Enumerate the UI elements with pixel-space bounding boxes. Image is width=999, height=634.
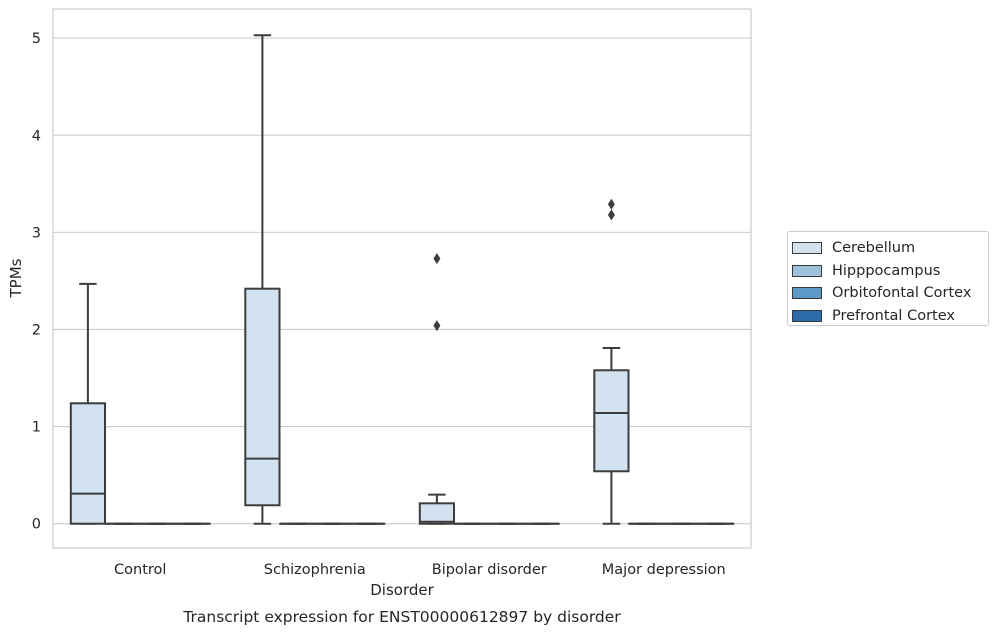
- box-iqr: [244, 287, 281, 507]
- legend-label: Prefrontal Cortex: [832, 307, 955, 324]
- outlier-point: [607, 198, 615, 210]
- y-tick-label: 2: [32, 322, 41, 338]
- box-iqr: [69, 402, 107, 525]
- box-iqr: [593, 369, 630, 473]
- box-cerebellum: [69, 282, 107, 525]
- legend-item: Cerebellum: [792, 237, 988, 260]
- outlier-point: [607, 209, 615, 221]
- legend-item: Orbitofontal Cortex: [792, 282, 988, 305]
- x-tick-label: Control: [114, 562, 166, 578]
- legend-swatch: [792, 264, 822, 277]
- x-axis-ticks: Control Schizophrenia Bipolar disorder Majo…: [114, 562, 726, 578]
- legend-item: Hipppocampus: [792, 260, 988, 283]
- plot-area: [52, 8, 752, 549]
- y-tick-label: 3: [32, 225, 41, 241]
- legend-label: Hipppocampus: [832, 262, 941, 279]
- box-cerebellum: [593, 198, 630, 525]
- legend: Cerebellum Hipppocampus Orbitofontal Corte…: [787, 231, 989, 326]
- x-tick-label: Major depression: [602, 562, 726, 578]
- y-axis-label: TPMs: [7, 258, 25, 298]
- legend-swatch: [792, 287, 822, 300]
- chart-title: Transcript expression for ENST0000061289…: [182, 608, 621, 626]
- box-iqr: [418, 502, 456, 525]
- box-series: [69, 34, 735, 525]
- box-cerebellum: [418, 253, 456, 525]
- outlier-point: [433, 320, 441, 332]
- legend-item: Prefrontal Cortex: [792, 305, 988, 328]
- legend-swatch: [792, 309, 822, 322]
- x-tick-label: Schizophrenia: [264, 562, 366, 578]
- outlier-point: [433, 253, 441, 265]
- x-tick-label: Bipolar disorder: [432, 562, 547, 578]
- y-axis-ticks: 0 1 2 3 4 5: [32, 31, 41, 533]
- legend-label: Cerebellum: [832, 240, 916, 257]
- x-axis-label: Disorder: [370, 581, 434, 599]
- legend-label: Orbitofontal Cortex: [832, 285, 972, 302]
- box-cerebellum: [244, 34, 281, 525]
- y-tick-label: 1: [32, 420, 41, 436]
- y-tick-label: 5: [32, 31, 41, 47]
- y-tick-label: 0: [32, 517, 41, 533]
- grid-lines: [53, 37, 751, 525]
- y-tick-label: 4: [32, 128, 41, 144]
- legend-swatch: [792, 242, 822, 255]
